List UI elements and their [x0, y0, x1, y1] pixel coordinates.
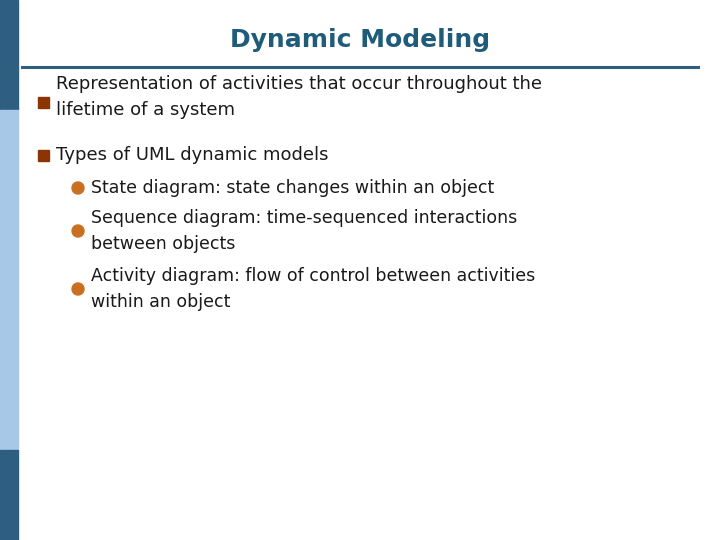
Circle shape — [72, 283, 84, 295]
Bar — [0, 110, 18, 450]
Circle shape — [72, 182, 84, 194]
Text: Sequence diagram: time-sequenced interactions
between objects: Sequence diagram: time-sequenced interac… — [91, 209, 517, 253]
Text: Activity diagram: flow of control between activities
within an object: Activity diagram: flow of control betwee… — [91, 267, 535, 311]
Text: Dynamic Modeling: Dynamic Modeling — [230, 28, 490, 52]
Text: Representation of activities that occur throughout the
lifetime of a system: Representation of activities that occur … — [56, 75, 542, 119]
Bar — [38, 97, 49, 107]
Bar — [38, 150, 49, 160]
Bar — [0, 0, 18, 110]
Bar — [0, 450, 18, 540]
Text: Types of UML dynamic models: Types of UML dynamic models — [56, 146, 328, 164]
Text: State diagram: state changes within an object: State diagram: state changes within an o… — [91, 179, 494, 197]
Circle shape — [72, 225, 84, 237]
